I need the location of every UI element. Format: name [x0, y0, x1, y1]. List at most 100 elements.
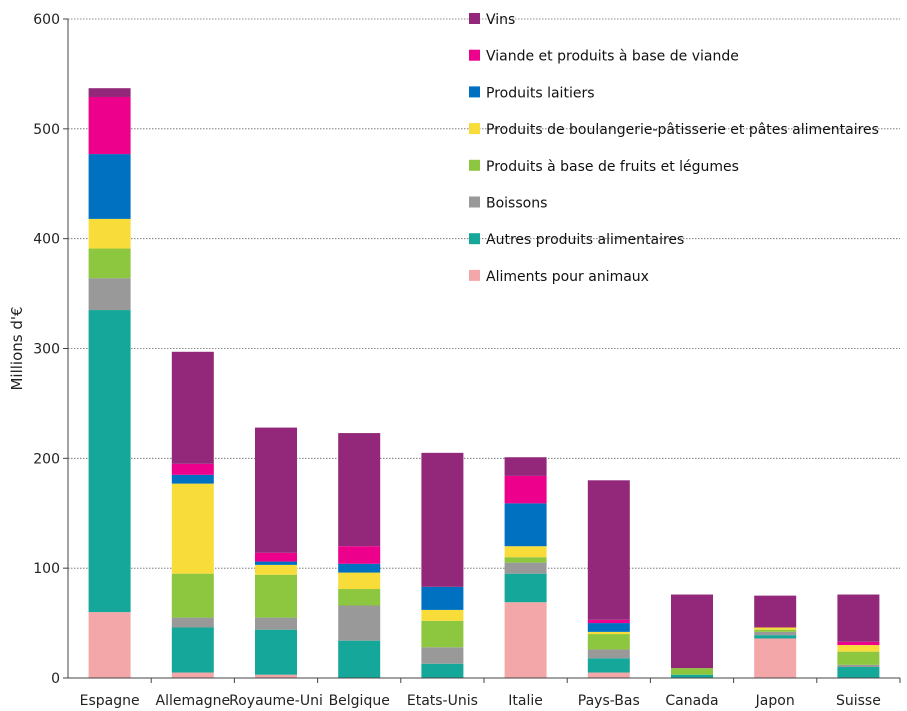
- bar-segment: [255, 629, 297, 675]
- legend-swatch: [469, 13, 480, 24]
- y-axis-ticks: 0 100 200 300 400 500 600: [33, 12, 68, 687]
- bar-segment: [421, 609, 464, 621]
- bar-segment: [837, 667, 880, 678]
- bar-segment: [338, 433, 381, 547]
- legend-label: Viande et produits à base de viande: [486, 49, 739, 65]
- bar-segment: [671, 674, 713, 678]
- bar-segment: [338, 563, 381, 573]
- bar-segment: [754, 631, 797, 636]
- bar-segment: [255, 427, 297, 553]
- bar-segment: [88, 218, 131, 249]
- legend-label: Produits à base de fruits et légumes: [486, 159, 739, 175]
- bar-segment: [754, 635, 797, 639]
- bar-segment: [587, 634, 630, 650]
- bar-segment: [255, 561, 297, 565]
- bar-segment: [171, 627, 214, 673]
- bar-segment: [837, 664, 880, 668]
- legend-swatch: [469, 86, 480, 98]
- bar-segment: [504, 457, 547, 476]
- y-tick-label: 400: [33, 232, 60, 248]
- bar-segment: [338, 605, 381, 641]
- bar-segment: [171, 672, 214, 678]
- x-tick-label: Royaume-Uni: [229, 693, 323, 709]
- bar-segment: [171, 474, 214, 484]
- bar-segment: [88, 96, 131, 155]
- bar-segment: [754, 627, 797, 630]
- x-tick-label: Italie: [508, 693, 543, 709]
- bar-segment: [504, 546, 547, 558]
- bar-segment: [504, 602, 547, 678]
- bar-segment: [171, 463, 214, 475]
- x-axis-ticks: Espagne Allemagne Royaume-Uni Belgique Etats…: [80, 678, 901, 709]
- legend-label: Autres produits alimentaires: [486, 232, 684, 248]
- bar-segment: [171, 483, 214, 574]
- bar-segment: [671, 594, 713, 669]
- bar-segment: [754, 629, 797, 632]
- bar-segment: [837, 594, 880, 642]
- x-tick-label: Japon: [755, 693, 795, 709]
- legend-label: Vins: [486, 12, 515, 28]
- bars-group: [88, 88, 880, 678]
- bar-segment: [837, 641, 880, 646]
- bar-segment: [338, 546, 381, 564]
- x-tick-label: Suisse: [836, 693, 881, 709]
- y-tick-label: 200: [33, 451, 60, 467]
- bar-segment: [88, 612, 131, 678]
- bar-segment: [338, 589, 381, 606]
- legend-swatch: [469, 233, 480, 245]
- bar-segment: [88, 154, 131, 219]
- bar-segment: [255, 552, 297, 562]
- x-tick-label: Belgique: [329, 693, 390, 709]
- bar-segment: [587, 619, 630, 624]
- bar-segment: [671, 668, 713, 675]
- bar-segment: [421, 663, 464, 678]
- bar-segment: [88, 278, 131, 311]
- bar-segment: [171, 573, 214, 618]
- y-axis-label: Millions d'€: [8, 306, 26, 390]
- y-tick-label: 300: [33, 342, 60, 358]
- legend-swatch: [469, 49, 480, 61]
- legend-label: Produits de boulangerie-pâtisserie et pâ…: [486, 122, 879, 138]
- bar-segment: [504, 475, 547, 504]
- legend-label: Produits laitiers: [486, 85, 595, 101]
- bar-segment: [171, 617, 214, 628]
- legend-label: Boissons: [486, 196, 547, 212]
- x-tick-label: Etats-Unis: [407, 693, 478, 709]
- bar-segment: [504, 562, 547, 574]
- bar-segment: [255, 674, 297, 678]
- x-tick-label: Canada: [665, 693, 718, 709]
- x-tick-label: Allemagne: [156, 693, 231, 709]
- bar-segment: [88, 310, 131, 613]
- bar-segment: [587, 658, 630, 673]
- y-tick-label: 500: [33, 122, 60, 138]
- bar-segment: [421, 620, 464, 648]
- bar-segment: [754, 638, 797, 678]
- legend-swatch: [469, 159, 480, 171]
- bar-segment: [587, 480, 630, 620]
- bar-segment: [754, 595, 797, 628]
- bar-segment: [421, 452, 464, 587]
- legend-swatch: [469, 269, 480, 281]
- bar-segment: [338, 572, 381, 590]
- legend-swatch: [469, 123, 480, 135]
- bar-segment: [587, 623, 630, 632]
- bar-segment: [504, 557, 547, 563]
- bar-segment: [837, 645, 880, 652]
- bar-segment: [587, 649, 630, 659]
- legend-label: Aliments pour animaux: [486, 269, 649, 285]
- y-tick-label: 600: [33, 12, 60, 28]
- bar-segment: [255, 564, 297, 575]
- bar-segment: [338, 640, 381, 678]
- bar-segment: [421, 647, 464, 664]
- x-tick-label: Espagne: [80, 693, 140, 709]
- y-tick-label: 0: [51, 671, 60, 687]
- bar-segment: [88, 88, 131, 97]
- bar-segment: [421, 586, 464, 610]
- legend-swatch: [469, 196, 480, 208]
- bar-segment: [837, 651, 880, 665]
- y-tick-label: 100: [33, 561, 60, 577]
- bar-segment: [587, 672, 630, 678]
- bar-segment: [255, 574, 297, 618]
- bar-segment: [255, 617, 297, 630]
